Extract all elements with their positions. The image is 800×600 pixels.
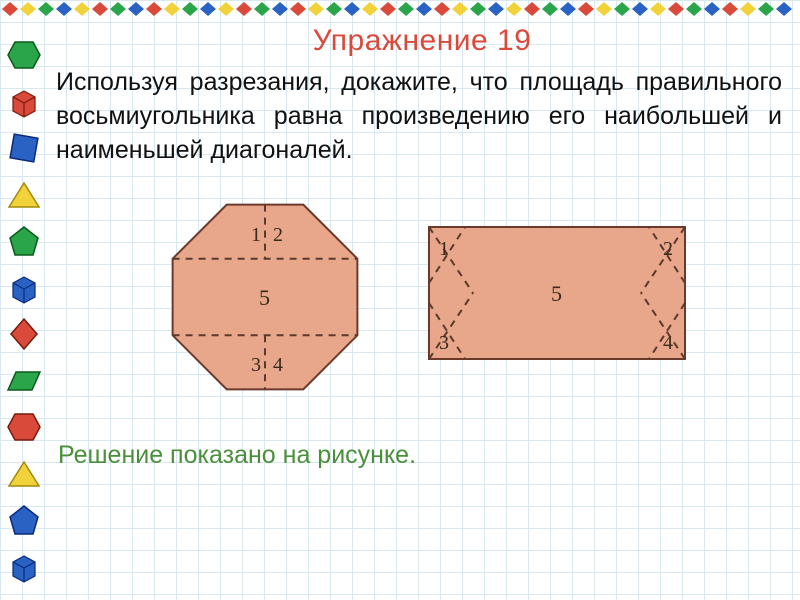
rect-label-3: 3 bbox=[439, 332, 449, 354]
square-icon bbox=[5, 129, 43, 167]
cube2-icon bbox=[5, 269, 43, 307]
triangle-icon bbox=[5, 176, 43, 214]
hexagon2-icon bbox=[5, 408, 43, 446]
sidebar-shapes bbox=[2, 30, 46, 592]
top-border bbox=[0, 0, 800, 18]
answer-text: Решение показано на рисунке. bbox=[56, 441, 788, 470]
problem-text: Используя разрезания, докажите, что площ… bbox=[56, 66, 788, 167]
rect-label-1: 1 bbox=[439, 238, 449, 260]
oct-label-4: 4 bbox=[273, 354, 283, 376]
oct-label-5: 5 bbox=[259, 285, 270, 310]
pentagon-icon bbox=[5, 222, 43, 260]
parallelogram-icon bbox=[5, 362, 43, 400]
rectangle-figure: 1 2 3 4 5 bbox=[419, 212, 699, 382]
rect-label-5: 5 bbox=[551, 281, 562, 306]
figures-row: 1 2 3 4 5 bbox=[56, 187, 788, 407]
diamond-icon bbox=[5, 315, 43, 353]
triangle2-icon bbox=[5, 455, 43, 493]
oct-label-3: 3 bbox=[251, 354, 261, 376]
rect-label-2: 2 bbox=[663, 238, 673, 260]
cube3-icon bbox=[5, 548, 43, 586]
oct-label-2: 2 bbox=[273, 224, 283, 246]
content-area: Упражнение 19 Используя разрезания, дока… bbox=[56, 24, 788, 590]
hexagon-icon bbox=[5, 36, 43, 74]
page-title: Упражнение 19 bbox=[56, 24, 788, 58]
octagon-figure: 1 2 3 4 5 bbox=[145, 187, 385, 407]
pentagon2-icon bbox=[5, 501, 43, 539]
rect-label-4: 4 bbox=[663, 332, 673, 354]
cube-icon bbox=[5, 83, 43, 121]
oct-label-1: 1 bbox=[251, 224, 261, 246]
